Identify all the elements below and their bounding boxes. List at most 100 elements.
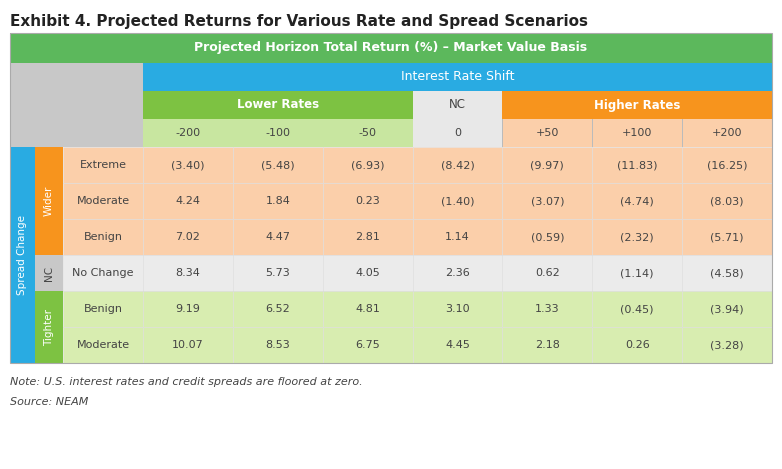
Text: (4.58): (4.58) [710, 268, 744, 278]
Bar [10, 33, 772, 63]
Bar [143, 147, 233, 183]
Text: Spread Change: Spread Change [17, 215, 27, 295]
Bar [10, 147, 35, 363]
Text: +100: +100 [622, 128, 652, 138]
Text: 6.75: 6.75 [355, 340, 380, 350]
Text: (2.32): (2.32) [620, 232, 654, 242]
Text: Benign: Benign [84, 304, 123, 314]
Bar [502, 91, 772, 119]
Text: (1.40): (1.40) [441, 196, 474, 206]
Bar [143, 219, 233, 255]
Text: (3.94): (3.94) [710, 304, 744, 314]
Bar [323, 119, 413, 147]
Text: (11.83): (11.83) [617, 160, 658, 170]
Text: Moderate: Moderate [77, 340, 130, 350]
Text: Note: U.S. interest rates and credit spreads are floored at zero.: Note: U.S. interest rates and credit spr… [10, 377, 363, 387]
Text: Projected Horizon Total Return (%) – Market Value Basis: Projected Horizon Total Return (%) – Mar… [195, 41, 587, 54]
Bar [63, 327, 143, 363]
Bar [502, 327, 592, 363]
Bar [502, 255, 592, 291]
Text: 4.45: 4.45 [445, 340, 470, 350]
Bar [323, 183, 413, 219]
Text: Higher Rates: Higher Rates [594, 98, 680, 112]
Bar [143, 183, 233, 219]
Bar [682, 119, 772, 147]
Bar [413, 91, 502, 119]
Bar [143, 119, 233, 147]
Text: No Change: No Change [72, 268, 134, 278]
Bar [502, 147, 592, 183]
Bar [502, 219, 592, 255]
Text: 0.23: 0.23 [355, 196, 380, 206]
Text: (0.59): (0.59) [531, 232, 564, 242]
Bar [592, 147, 682, 183]
Bar [10, 33, 772, 363]
Text: 8.53: 8.53 [265, 340, 290, 350]
Bar [592, 291, 682, 327]
Text: (8.03): (8.03) [710, 196, 744, 206]
Bar [323, 255, 413, 291]
Bar [413, 291, 502, 327]
Bar [10, 91, 143, 119]
Text: (5.71): (5.71) [710, 232, 744, 242]
Text: 7.02: 7.02 [175, 232, 200, 242]
Bar [682, 147, 772, 183]
Bar [592, 119, 682, 147]
Text: Source: NEAM: Source: NEAM [10, 397, 88, 407]
Text: 6.52: 6.52 [265, 304, 290, 314]
Bar [413, 119, 502, 147]
Text: 0: 0 [454, 128, 461, 138]
Text: (16.25): (16.25) [707, 160, 748, 170]
Text: -200: -200 [175, 128, 200, 138]
Text: +50: +50 [536, 128, 559, 138]
Bar [63, 219, 143, 255]
Bar [233, 327, 323, 363]
Text: (8.42): (8.42) [440, 160, 475, 170]
Bar [10, 119, 63, 147]
Text: 4.05: 4.05 [355, 268, 380, 278]
Bar [63, 291, 143, 327]
Bar [502, 291, 592, 327]
Text: Lower Rates: Lower Rates [237, 98, 319, 112]
Text: 0.26: 0.26 [625, 340, 650, 350]
Bar [323, 219, 413, 255]
Bar [413, 147, 502, 183]
Text: 4.47: 4.47 [265, 232, 290, 242]
Text: -50: -50 [359, 128, 377, 138]
Text: 10.07: 10.07 [172, 340, 204, 350]
Bar [143, 255, 233, 291]
Text: 3.10: 3.10 [445, 304, 470, 314]
Text: (3.40): (3.40) [171, 160, 205, 170]
Text: Moderate: Moderate [77, 196, 130, 206]
Text: Extreme: Extreme [80, 160, 127, 170]
Bar [233, 183, 323, 219]
Text: (4.74): (4.74) [620, 196, 654, 206]
Text: 0.62: 0.62 [535, 268, 560, 278]
Bar [233, 119, 323, 147]
Text: 2.36: 2.36 [445, 268, 470, 278]
Bar [323, 327, 413, 363]
Text: Tighter: Tighter [44, 309, 54, 346]
Bar [35, 255, 63, 291]
Bar [10, 119, 143, 147]
Text: (3.28): (3.28) [710, 340, 744, 350]
Text: NC: NC [44, 265, 54, 280]
Text: (6.93): (6.93) [351, 160, 385, 170]
Text: 2.81: 2.81 [355, 232, 380, 242]
Bar [143, 291, 233, 327]
Bar [502, 183, 592, 219]
Text: 4.24: 4.24 [175, 196, 200, 206]
Bar [63, 255, 143, 291]
Bar [233, 219, 323, 255]
Bar [35, 147, 63, 255]
Bar [413, 219, 502, 255]
Text: 1.84: 1.84 [265, 196, 290, 206]
Text: (5.48): (5.48) [261, 160, 295, 170]
Text: 2.18: 2.18 [535, 340, 560, 350]
Text: 1.33: 1.33 [535, 304, 560, 314]
Text: NC: NC [449, 98, 466, 112]
Bar [143, 63, 772, 91]
Bar [35, 291, 63, 363]
Text: Exhibit 4. Projected Returns for Various Rate and Spread Scenarios: Exhibit 4. Projected Returns for Various… [10, 14, 588, 29]
Bar [592, 255, 682, 291]
